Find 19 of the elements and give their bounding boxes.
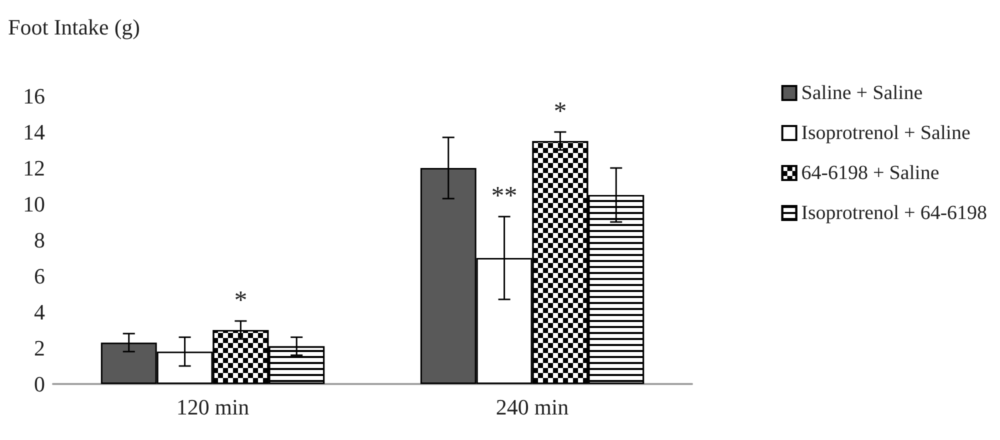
x-tick-label: 120 min [176, 394, 250, 420]
data-label: * [234, 286, 248, 314]
y-tick-label: 16 [23, 84, 45, 108]
legend-label: Saline + Saline [801, 82, 923, 104]
y-tick-label: 14 [23, 120, 45, 144]
legend-label: Isoprotrenol + Saline [801, 122, 970, 144]
y-tick-label: 4 [34, 300, 45, 324]
legend-label: 64-6198 + Saline [801, 162, 940, 184]
y-tick-label: 2 [34, 336, 45, 360]
y-tick-label: 12 [23, 156, 45, 180]
legend-label: Isoprotrenol + 64-6198 [801, 202, 988, 224]
y-tick-label: 8 [34, 228, 45, 252]
data-label: ** [491, 181, 518, 210]
x-tick-label: 240 min [496, 394, 569, 420]
y-tick-label: 0 [34, 372, 45, 396]
y-tick-label: 6 [34, 264, 45, 288]
data-label: * [554, 96, 567, 126]
y-axis-title: Foot Intake (g) [8, 14, 140, 40]
y-tick-label: 10 [23, 192, 45, 216]
